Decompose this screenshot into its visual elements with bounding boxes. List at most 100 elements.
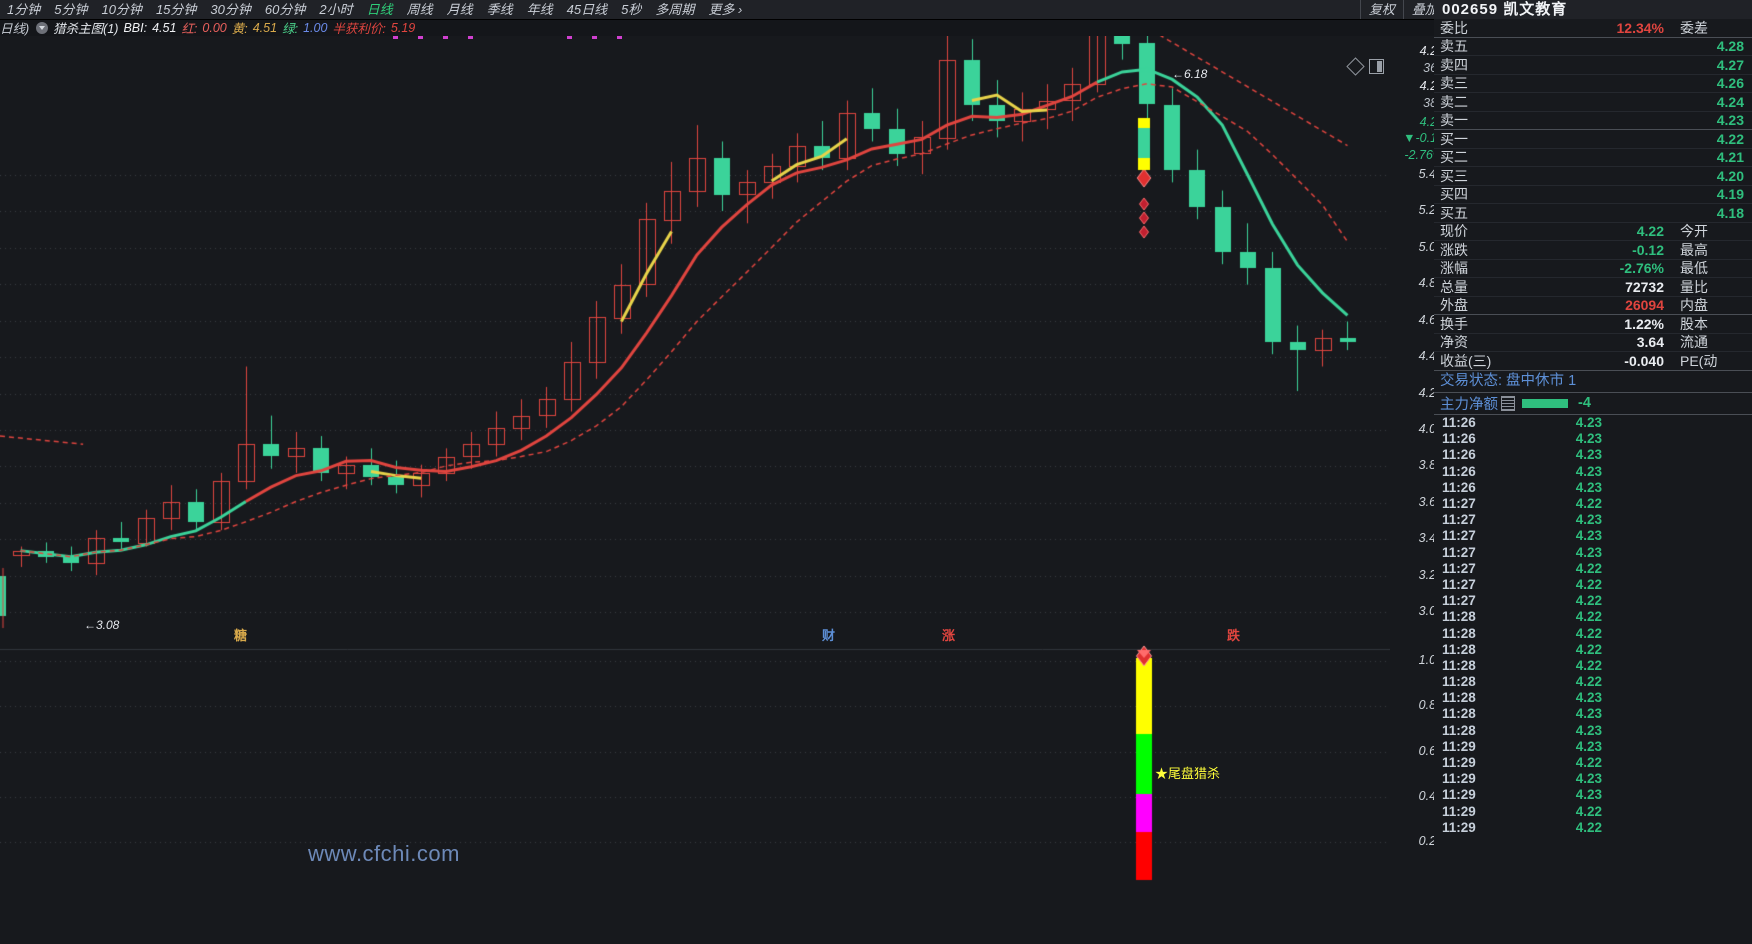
stat-row-3: 涨幅 -2.76% 最低 [1434, 260, 1752, 278]
tick-row[interactable]: 11:27 4.22 [1434, 593, 1752, 609]
ask-row-4[interactable]: 卖二 4.24 [1434, 93, 1752, 112]
ask-label: 卖五 [1440, 38, 1468, 55]
bid-row-5[interactable]: 买五 4.18 [1434, 204, 1752, 223]
stat-label: 涨幅 [1440, 260, 1468, 277]
tick-row[interactable]: 11:29 4.22 [1434, 803, 1752, 819]
stock-header[interactable]: 002659 凯文教育 [1434, 0, 1752, 19]
ask-price: 4.26 [1716, 75, 1744, 92]
stock-name: 凯文教育 [1503, 1, 1568, 18]
tick-row[interactable]: 11:28 4.23 [1434, 722, 1752, 738]
tick-row[interactable]: 11:27 4.22 [1434, 576, 1752, 592]
bid-label: 买四 [1440, 186, 1468, 203]
ask-label: 卖二 [1440, 93, 1468, 110]
bid-row-4[interactable]: 买四 4.19 [1434, 186, 1752, 204]
ask-row-1[interactable]: 卖五 4.28 [1434, 38, 1752, 56]
period-10[interactable]: 月线 [446, 2, 473, 17]
stat-value: -0.040 [1624, 352, 1664, 369]
chevron-down-icon[interactable] [36, 21, 49, 34]
signal-dot [617, 36, 622, 39]
tick-row[interactable]: 11:26 4.23 [1434, 415, 1752, 431]
bid-row-2[interactable]: 买二 4.21 [1434, 149, 1752, 167]
stat-row-6: 换手 1.22% 股本 [1434, 315, 1752, 334]
tick-row[interactable]: 11:28 4.22 [1434, 625, 1752, 641]
caption-bbi-value: 4.51 [152, 20, 177, 35]
tick-price: 4.23 [1575, 771, 1602, 787]
caption-profit-value: 5.19 [390, 20, 416, 35]
tick-row[interactable]: 11:27 4.22 [1434, 495, 1752, 511]
tick-row[interactable]: 11:29 4.22 [1434, 819, 1752, 835]
period-2[interactable]: 5分钟 [54, 2, 88, 17]
period-11[interactable]: 季线 [486, 2, 513, 17]
period-9[interactable]: 周线 [406, 2, 433, 17]
ask-row-5[interactable]: 卖一 4.23 [1434, 112, 1752, 130]
period-14[interactable]: 5秒 [621, 2, 642, 17]
period-4[interactable]: 15分钟 [155, 2, 197, 17]
tick-row[interactable]: 11:28 4.23 [1434, 706, 1752, 722]
tick-row[interactable]: 11:28 4.23 [1434, 690, 1752, 706]
ratio-row: 委比 12.34% 委差 [1434, 19, 1752, 38]
signal-dot [443, 36, 448, 39]
caption-indicator-name[interactable]: 猎杀主图(1) [53, 22, 119, 36]
tick-price: 4.22 [1575, 560, 1602, 576]
tick-list[interactable]: 11:26 4.23 11:26 4.23 11:26 4.23 11:26 4.23 11:2… [1434, 415, 1752, 836]
tick-row[interactable]: 11:27 4.23 [1434, 512, 1752, 528]
tick-row[interactable]: 11:29 4.23 [1434, 738, 1752, 754]
tick-time: 11:26 [1442, 415, 1476, 431]
tick-row[interactable]: 11:27 4.23 [1434, 544, 1752, 560]
tick-time: 11:29 [1442, 819, 1476, 835]
chart-area[interactable]: ←6.18 ←3.08 糖 财 涨 跌 www.cfchi.com ★尾盘猎杀 [0, 36, 1390, 944]
period-5[interactable]: 30分钟 [210, 2, 251, 17]
bid-list[interactable]: 买一 4.22 买二 4.21 买三 4.20 买四 4.19 买五 4.18 [1434, 130, 1752, 223]
ask-row-2[interactable]: 卖四 4.27 [1434, 56, 1752, 75]
tick-row[interactable]: 11:29 4.23 [1434, 787, 1752, 803]
toolbar-2[interactable]: 叠加 [1402, 0, 1446, 19]
stat-row-4: 总量 72732 量比 [1434, 278, 1752, 297]
stat-label-2: 今开 [1680, 223, 1708, 240]
period-16[interactable]: 更多 › [708, 2, 743, 17]
ask-row-3[interactable]: 卖三 4.26 [1434, 75, 1752, 93]
period-15[interactable]: 多周期 [655, 2, 695, 17]
chart-marker: 跌 [1227, 628, 1241, 643]
tick-time: 11:29 [1442, 771, 1476, 787]
period-1[interactable]: 1分钟 [7, 2, 41, 17]
period-7[interactable]: 2小时 [319, 2, 353, 17]
bid-row-3[interactable]: 买三 4.20 [1434, 167, 1752, 186]
tick-row[interactable]: 11:28 4.22 [1434, 657, 1752, 673]
caption-bbi-label: BBI: [123, 20, 148, 35]
tick-price: 4.22 [1575, 576, 1602, 592]
period-8[interactable]: 日线 [366, 2, 393, 17]
tick-time: 11:27 [1442, 544, 1476, 560]
tick-row[interactable]: 11:26 4.23 [1434, 479, 1752, 495]
tick-row[interactable]: 11:26 4.23 [1434, 463, 1752, 479]
bid-price: 4.18 [1716, 204, 1744, 221]
tick-row[interactable]: 11:29 4.22 [1434, 754, 1752, 770]
candlestick-canvas[interactable] [0, 36, 1390, 944]
tick-row[interactable]: 11:26 4.23 [1434, 431, 1752, 447]
ledger-icon[interactable] [1501, 395, 1515, 411]
tick-price: 4.23 [1575, 722, 1602, 738]
tick-time: 11:27 [1442, 560, 1476, 576]
tick-row[interactable]: 11:28 4.22 [1434, 609, 1752, 625]
tick-price: 4.22 [1575, 674, 1602, 690]
tick-row[interactable]: 11:26 4.23 [1434, 447, 1752, 463]
tick-row[interactable]: 11:28 4.22 [1434, 641, 1752, 657]
tick-row[interactable]: 11:28 4.22 [1434, 674, 1752, 690]
tick-row[interactable]: 11:27 4.23 [1434, 528, 1752, 544]
ask-list[interactable]: 卖五 4.28 卖四 4.27 卖三 4.26 卖二 4.24 卖一 4.23 [1434, 38, 1752, 130]
toolbar-1[interactable]: 复权 [1359, 0, 1403, 19]
tick-row[interactable]: 11:27 4.22 [1434, 560, 1752, 576]
chart-marker: 糖 [234, 628, 248, 643]
period-3[interactable]: 10分钟 [101, 2, 142, 17]
tick-time: 11:28 [1442, 674, 1476, 690]
tick-price: 4.22 [1575, 657, 1602, 673]
tick-row[interactable]: 11:29 4.23 [1434, 771, 1752, 787]
panel-toggle-icon[interactable] [1369, 59, 1384, 74]
period-13[interactable]: 45日线 [566, 2, 608, 17]
bid-row-1[interactable]: 买一 4.22 [1434, 130, 1752, 149]
ratio-value: 12.34% [1616, 19, 1664, 36]
tick-time: 11:28 [1442, 641, 1476, 657]
period-6[interactable]: 60分钟 [264, 2, 306, 17]
period-12[interactable]: 年线 [526, 2, 553, 17]
stats-list: 现价 4.22 今开 涨跌 -0.12 最高 涨幅 -2.76% 最低 总量 72732 量比 外盘 26… [1434, 223, 1752, 371]
stat-label-2: 内盘 [1680, 297, 1708, 314]
